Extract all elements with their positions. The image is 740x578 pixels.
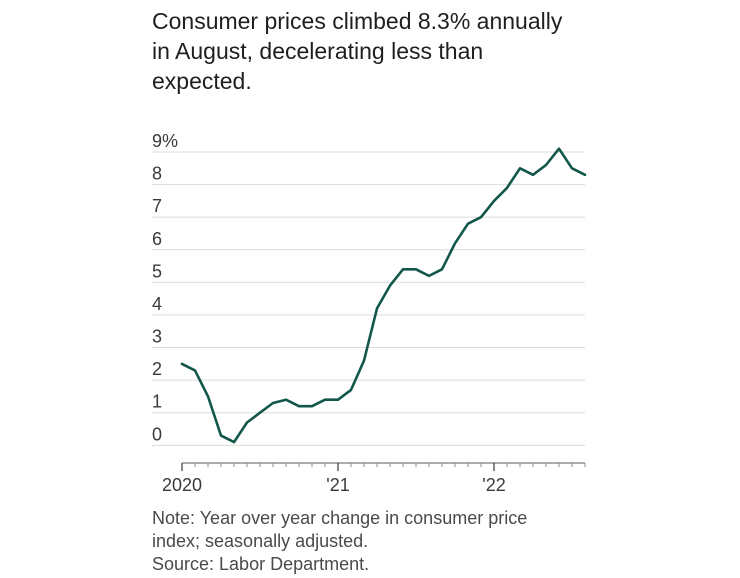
note-line: Note: Year over year change in consumer … — [152, 508, 528, 528]
y-tick-label: 9% — [152, 131, 178, 151]
chart-title: Consumer prices climbed 8.3% annually in… — [152, 6, 592, 96]
y-tick-label: 0 — [152, 424, 162, 444]
y-tick-label: 8 — [152, 164, 162, 184]
y-tick-label: 1 — [152, 392, 162, 412]
chart-title-line: Consumer prices climbed 8.3% annually — [152, 8, 563, 34]
x-tick-label: 2020 — [162, 475, 202, 495]
y-tick-label: 3 — [152, 327, 162, 347]
series-line — [180, 147, 587, 444]
chart-notes: Note: Year over year change in consumer … — [152, 507, 592, 576]
source-line: Source: Labor Department. — [152, 554, 370, 574]
y-tick-label: 2 — [152, 359, 162, 379]
chart-title-line: in August, decelerating less than — [152, 38, 484, 64]
note-line: index; seasonally adjusted. — [152, 531, 369, 551]
y-tick-label: 4 — [152, 294, 162, 314]
chart-title-line: expected. — [152, 68, 252, 94]
y-tick-label: 5 — [152, 261, 162, 281]
y-tick-label: 6 — [152, 229, 162, 249]
y-tick-label: 7 — [152, 196, 162, 216]
x-tick-label: '22 — [482, 475, 505, 495]
x-tick-label: '21 — [326, 475, 349, 495]
